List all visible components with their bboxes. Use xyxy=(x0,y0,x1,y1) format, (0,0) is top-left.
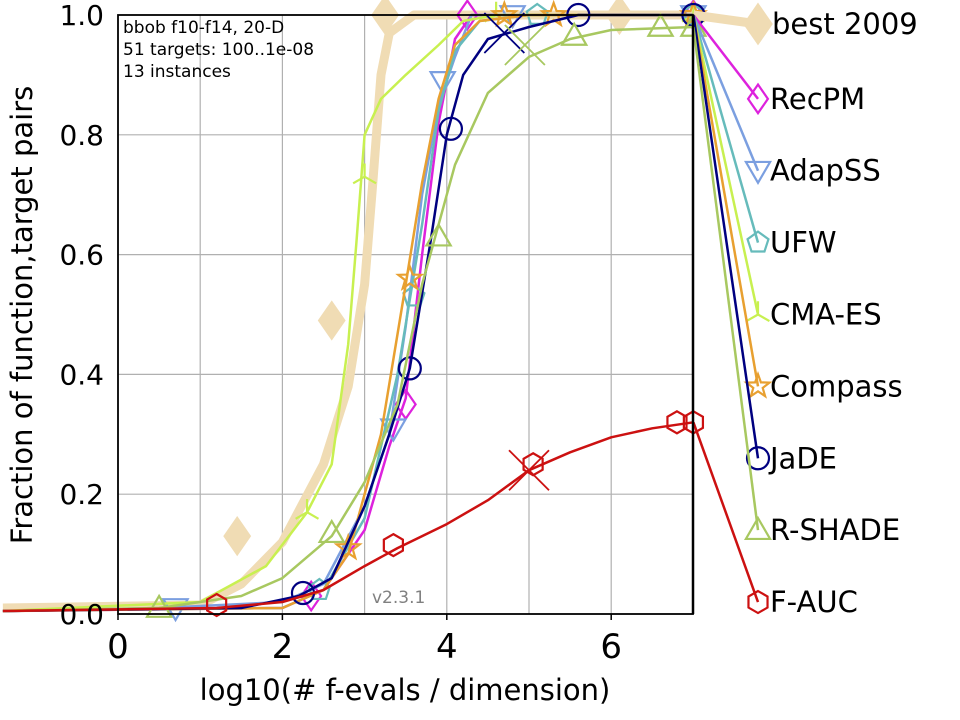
series-marker xyxy=(352,163,377,185)
series-marker xyxy=(397,356,422,381)
series-marker xyxy=(223,515,252,557)
y-tick-label: 0.0 xyxy=(59,598,104,631)
legend-marker xyxy=(743,371,773,399)
series-marker xyxy=(371,0,400,36)
series-line xyxy=(2,13,694,613)
annotation-line-1: bbob f10-f14, 20-D xyxy=(123,18,284,38)
series-jade xyxy=(2,2,706,613)
series-marker xyxy=(605,0,634,36)
series-marker xyxy=(646,12,675,37)
series-marker xyxy=(382,532,404,558)
y-tick-label: 0.6 xyxy=(59,239,104,272)
y-tick-label: 0.4 xyxy=(59,358,104,391)
legend-connector xyxy=(692,421,760,603)
x-tick-label: 6 xyxy=(600,627,622,667)
series-marker xyxy=(295,498,320,520)
series-marker xyxy=(489,0,519,28)
series-best-2009 xyxy=(2,0,694,613)
legend-label: RecPM xyxy=(770,82,865,116)
y-tick-label: 0.8 xyxy=(59,119,104,152)
series-line xyxy=(2,25,694,613)
legend-label: JaDE xyxy=(768,441,837,475)
legend-marker xyxy=(743,2,773,46)
grid xyxy=(118,15,693,614)
annotation-line-3: 13 instances xyxy=(123,62,231,82)
legend-connector xyxy=(692,14,760,243)
legend-connector xyxy=(692,26,760,531)
series-marker xyxy=(424,222,453,247)
cross-marker xyxy=(504,24,546,66)
cross-marker xyxy=(483,12,525,54)
legend-label: UFW xyxy=(770,226,837,260)
series-layer xyxy=(2,0,709,623)
version-label: v2.3.1 xyxy=(372,588,425,608)
series-marker xyxy=(560,21,589,46)
series-line xyxy=(2,13,694,613)
cross-marker xyxy=(508,449,550,491)
legend-marker xyxy=(743,515,773,541)
series-marker xyxy=(317,300,346,341)
legend-marker xyxy=(743,160,773,186)
series-marker xyxy=(317,518,346,544)
series-marker xyxy=(456,0,479,32)
legend: best 2009 RecPM AdapSS UFW CMA-ES Compass JaDE… xyxy=(692,2,918,619)
plot-frame xyxy=(117,14,694,615)
legend-connector xyxy=(692,14,759,100)
legend-marker xyxy=(747,589,769,615)
series-marker xyxy=(666,410,688,435)
x-axis-title: log10(# f-evals / dimension) xyxy=(200,673,611,707)
annotation-box: bbob f10-f14, 20-D 51 targets: 100..1e-0… xyxy=(123,18,314,82)
series-line xyxy=(2,13,694,613)
annotation-line-2: 51 targets: 100..1e-08 xyxy=(123,40,314,60)
series-line xyxy=(2,13,694,613)
legend-connector xyxy=(692,14,760,315)
legend-connector xyxy=(692,14,760,387)
series-marker xyxy=(395,263,425,291)
series-line xyxy=(2,10,694,613)
series-compass xyxy=(2,0,709,613)
legend-marker xyxy=(746,82,770,116)
legend-label: AdapSS xyxy=(770,154,881,188)
legend-label: Compass xyxy=(770,369,903,403)
legend-label: F-AUC xyxy=(770,585,858,619)
series-line xyxy=(2,13,694,613)
series-f-auc xyxy=(2,410,705,618)
legend-label: R-SHADE xyxy=(770,513,900,547)
y-tick-label: 0.2 xyxy=(59,478,104,511)
ticks: 0 2 4 6 0.0 0.2 0.4 0.6 0.8 1.0 xyxy=(59,0,622,667)
legend-connector xyxy=(692,14,760,172)
y-tick-label: 1.0 xyxy=(59,0,104,32)
x-tick-label: 0 xyxy=(107,627,129,667)
y-axis-title: Fraction of function,target pairs xyxy=(5,86,39,545)
series-marker xyxy=(438,116,464,141)
series-r-shade xyxy=(2,12,708,618)
legend-label: CMA-ES xyxy=(770,298,882,332)
series-line xyxy=(2,421,694,613)
series-ufw xyxy=(2,2,706,613)
legend-marker xyxy=(745,446,771,471)
series-cma-es xyxy=(2,1,706,613)
x-tick-label: 2 xyxy=(272,627,294,667)
legend-label: best 2009 xyxy=(772,7,918,41)
legend-marker xyxy=(746,301,770,323)
series-marker xyxy=(428,70,457,96)
legend-connector xyxy=(692,14,760,459)
series-marker xyxy=(145,593,174,618)
series-marker xyxy=(206,592,228,618)
series-marker xyxy=(333,532,363,561)
series-recpm xyxy=(2,0,705,613)
series-line xyxy=(2,13,694,613)
x-tick-label: 4 xyxy=(436,627,458,667)
legend-marker xyxy=(746,230,770,253)
